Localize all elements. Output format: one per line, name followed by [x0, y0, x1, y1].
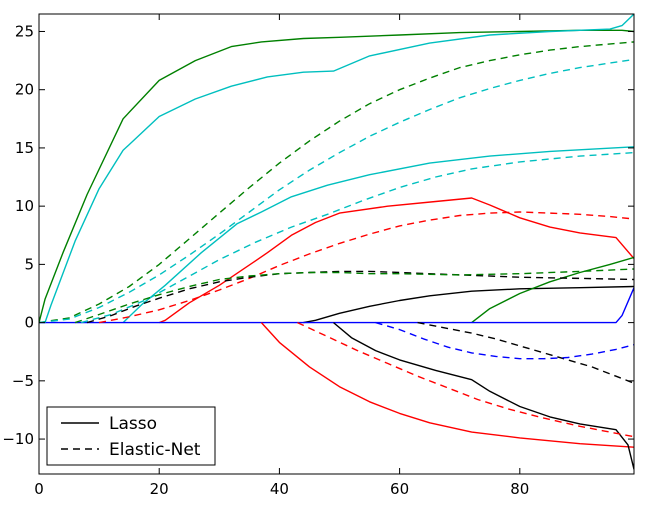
y-tick-label: 0	[24, 314, 34, 332]
series-line-lasso-7	[260, 322, 634, 448]
y-tick-label: 10	[15, 197, 34, 215]
series-line-lasso-3	[158, 197, 634, 324]
y-tick-label: 25	[15, 22, 34, 40]
y-tick-label: −10	[2, 430, 34, 448]
series-line-elastic-net-13	[86, 270, 634, 324]
plot-frame	[38, 13, 635, 475]
y-tick-label: 5	[24, 255, 34, 273]
legend-label-lasso: Lasso	[109, 414, 157, 434]
x-tick-label: 40	[270, 480, 289, 498]
x-tick-label: 20	[150, 480, 169, 498]
series-line-lasso-2	[122, 146, 634, 324]
legend-label-elastic-net: Elastic-Net	[109, 440, 201, 460]
series-line-elastic-net-9	[39, 41, 634, 324]
series-line-lasso-4	[303, 285, 634, 324]
series-line-lasso-8	[333, 322, 634, 470]
series-line-elastic-net-15	[297, 321, 634, 438]
legend-box	[46, 406, 216, 466]
legend: Lasso Elastic-Net	[46, 406, 216, 466]
series-line-lasso-1	[39, 14, 634, 324]
series-line-elastic-net-17	[375, 321, 634, 360]
series-line-elastic-net-14	[74, 268, 634, 324]
y-tick-label: 15	[15, 139, 34, 157]
axes-layer: 0 20 40 60 80 −10 −5 0 5 10 15 20 25	[2, 14, 634, 498]
series-line-lasso-5	[471, 256, 634, 324]
y-tick-label: −5	[12, 372, 34, 390]
series-line-lasso-6	[39, 287, 634, 324]
series-layer	[39, 14, 634, 470]
x-tick-label: 0	[34, 480, 44, 498]
series-line-elastic-net-10	[39, 58, 634, 324]
y-tick-label: 20	[15, 81, 34, 99]
x-tick-label: 60	[390, 480, 409, 498]
series-line-elastic-net-16	[417, 321, 634, 384]
series-line-elastic-net-11	[80, 151, 634, 324]
series-line-lasso-0	[39, 29, 634, 323]
x-tick-label: 80	[510, 480, 529, 498]
